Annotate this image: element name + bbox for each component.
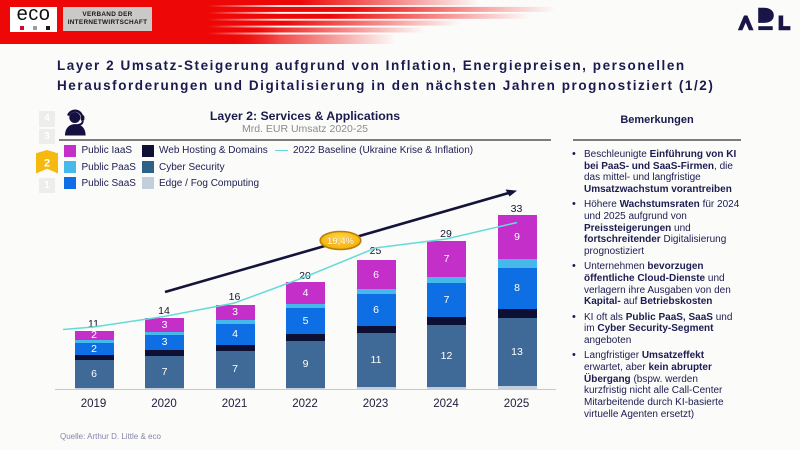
svg-text:19,4%: 19,4%	[327, 236, 354, 247]
svg-text:2: 2	[44, 157, 50, 169]
